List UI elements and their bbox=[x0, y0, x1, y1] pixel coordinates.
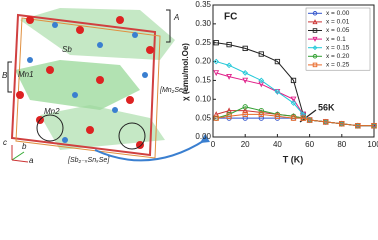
marker bbox=[242, 45, 248, 52]
marker bbox=[339, 121, 345, 127]
y-tick-label: 0.05 bbox=[195, 113, 211, 122]
marker bbox=[323, 119, 329, 125]
marker bbox=[290, 115, 297, 121]
x-tick-label: 20 bbox=[241, 140, 250, 149]
marker bbox=[258, 111, 264, 118]
legend-label: x = 0.1 bbox=[326, 36, 346, 43]
legend-label: x = 0.00 bbox=[326, 10, 350, 17]
legend-marker bbox=[312, 54, 318, 59]
marker bbox=[258, 115, 264, 121]
structure-label: Sb bbox=[62, 45, 72, 54]
marker bbox=[290, 96, 297, 103]
legend-marker bbox=[312, 62, 318, 68]
axis-label: c bbox=[3, 138, 7, 147]
legend-label: x = 0.05 bbox=[326, 27, 350, 34]
marker bbox=[226, 62, 232, 69]
legend-marker bbox=[312, 45, 318, 51]
structure-label: B bbox=[2, 71, 8, 80]
marker bbox=[242, 111, 248, 118]
structure-label: [Mn₂Se₆] bbox=[159, 87, 189, 94]
structure-label: [Sb₂₋ₓSnₓSe] bbox=[67, 157, 110, 164]
marker bbox=[213, 111, 220, 118]
x-tick-label: 0 bbox=[211, 140, 216, 149]
marker bbox=[290, 100, 297, 106]
marker bbox=[258, 51, 264, 57]
marker bbox=[226, 113, 232, 119]
marker bbox=[213, 58, 220, 65]
marker bbox=[242, 104, 248, 110]
x-axis-title: T (K) bbox=[283, 154, 304, 164]
annotation: FC bbox=[224, 12, 237, 23]
plot-frame bbox=[212, 4, 375, 138]
marker bbox=[290, 77, 297, 84]
marker bbox=[274, 113, 281, 119]
y-tick-label: 0.30 bbox=[195, 19, 211, 28]
marker bbox=[258, 77, 265, 84]
series-line bbox=[216, 113, 374, 127]
axis-label: b bbox=[22, 142, 27, 151]
y-tick-label: 0.15 bbox=[195, 76, 211, 85]
marker bbox=[300, 111, 306, 118]
legend-marker bbox=[312, 19, 318, 25]
crystal-structure: A B Sb Mn1 Mn2 [Mn₂Se₆] [Sb₂₋ₓSnₓSe] c b… bbox=[2, 8, 210, 165]
x-tick-label: 60 bbox=[305, 140, 314, 149]
y-tick-label: 0.35 bbox=[195, 0, 211, 9]
marker bbox=[213, 115, 219, 121]
y-tick-label: 0.10 bbox=[195, 94, 211, 103]
figure: A B Sb Mn1 Mn2 [Mn₂Se₆] [Sb₂₋ₓSnₓSe] c b… bbox=[2, 0, 378, 165]
marker bbox=[213, 40, 219, 46]
marker bbox=[274, 88, 281, 95]
axis-label: a bbox=[29, 156, 34, 165]
marker bbox=[258, 107, 264, 114]
annotation: 56K bbox=[318, 102, 335, 112]
marker bbox=[355, 123, 361, 129]
marker bbox=[242, 115, 248, 121]
x-tick-label: 40 bbox=[273, 140, 282, 149]
y-tick-label: 0.25 bbox=[195, 38, 211, 47]
marker bbox=[306, 117, 313, 123]
y-axis-title: χ (emu/mol.Oe) bbox=[181, 43, 190, 101]
structure-label: Mn2 bbox=[44, 107, 60, 116]
y-tick-label: 0.00 bbox=[195, 132, 211, 141]
marker bbox=[226, 41, 232, 48]
legend-label: x = 0.25 bbox=[326, 62, 350, 69]
marker bbox=[242, 77, 249, 84]
legend-marker bbox=[312, 28, 318, 33]
y-tick-label: 0.20 bbox=[195, 57, 211, 66]
marker bbox=[226, 107, 233, 114]
structure-label: A bbox=[173, 13, 179, 22]
marker bbox=[213, 70, 220, 77]
marker bbox=[242, 107, 249, 114]
x-tick-label: 100 bbox=[367, 140, 378, 149]
legend-label: x = 0.15 bbox=[326, 44, 350, 51]
marker bbox=[242, 70, 249, 76]
marker bbox=[226, 74, 233, 80]
x-tick-label: 80 bbox=[337, 140, 346, 149]
legend-marker bbox=[312, 11, 318, 16]
structure-label: Mn1 bbox=[18, 70, 34, 79]
marker bbox=[274, 58, 281, 65]
legend-marker bbox=[312, 36, 318, 42]
marker bbox=[371, 123, 377, 129]
legend-label: x = 0.01 bbox=[326, 19, 350, 26]
marker bbox=[300, 115, 306, 121]
legend-label: x = 0.20 bbox=[326, 53, 350, 60]
